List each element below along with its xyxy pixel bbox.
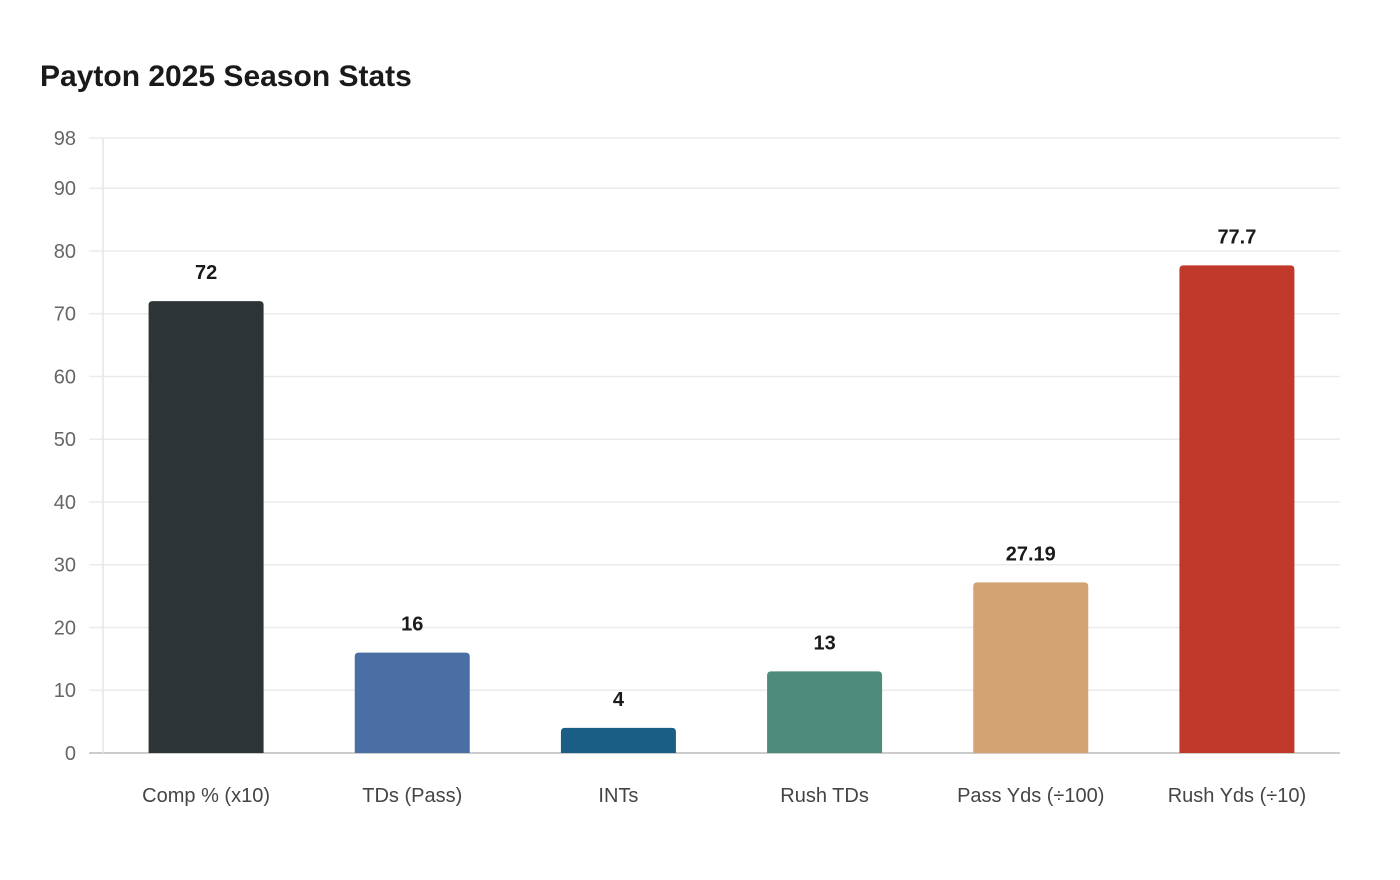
- x-tick-label: Rush TDs: [780, 785, 869, 807]
- y-tick-label: 20: [54, 617, 76, 639]
- bar: [148, 301, 264, 753]
- y-tick-label: 30: [54, 555, 76, 577]
- x-tick-label: Comp % (x10): [142, 785, 270, 807]
- x-tick-label: Rush Yds (÷10): [1168, 785, 1306, 807]
- data-label: 77.7: [1217, 226, 1256, 248]
- y-tick-label: 10: [54, 680, 76, 702]
- y-tick-label: 60: [54, 366, 76, 388]
- bar: [354, 652, 470, 753]
- x-tick-label: Pass Yds (÷100): [957, 785, 1104, 807]
- y-tick-label: 0: [65, 743, 76, 765]
- data-label: 4: [613, 689, 625, 711]
- bar: [1179, 265, 1295, 753]
- y-tick-label: 90: [54, 178, 76, 200]
- x-tick-label: TDs (Pass): [362, 785, 462, 807]
- y-tick-label: 98: [54, 128, 76, 150]
- bar: [973, 582, 1089, 753]
- y-tick-label: 40: [54, 492, 76, 514]
- y-tick-label: 50: [54, 429, 76, 451]
- y-tick-label: 70: [54, 304, 76, 326]
- y-tick-label: 80: [54, 241, 76, 263]
- chart-title: Payton 2025 Season Stats: [40, 60, 412, 93]
- bar: [560, 727, 676, 753]
- data-label: 13: [813, 632, 835, 654]
- data-label: 27.19: [1006, 543, 1056, 565]
- data-label: 72: [195, 262, 217, 284]
- bar: [767, 671, 883, 753]
- x-tick-label: INTs: [598, 785, 638, 807]
- data-label: 16: [401, 614, 423, 636]
